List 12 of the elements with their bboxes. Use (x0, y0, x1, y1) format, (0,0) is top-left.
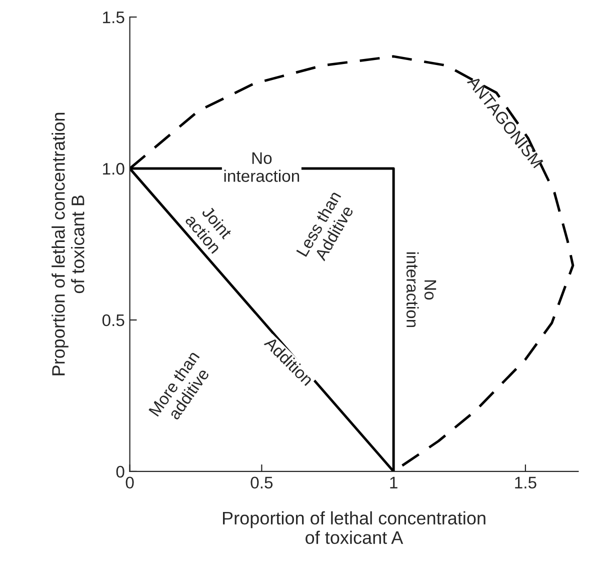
y-tick-label: 1.0 (103, 162, 124, 175)
x-tick-label: 1 (390, 476, 398, 488)
y-tick-label: 1.5 (103, 12, 124, 24)
x-tick-label: 1.5 (515, 476, 536, 489)
x-tick-label: 0.5 (250, 476, 273, 489)
annotation: No interaction (224, 152, 300, 182)
x-axis-title: Proportion of lethal concentration of toxicant A (223, 511, 486, 544)
annotation: No interaction (406, 252, 436, 328)
y-axis-title: Proportion of lethal concentration of toxicant B (52, 112, 84, 376)
y-tick-label: 0.5 (102, 314, 124, 326)
x-tick-label: 0 (126, 476, 134, 489)
y-tick-label: 0 (116, 466, 124, 478)
